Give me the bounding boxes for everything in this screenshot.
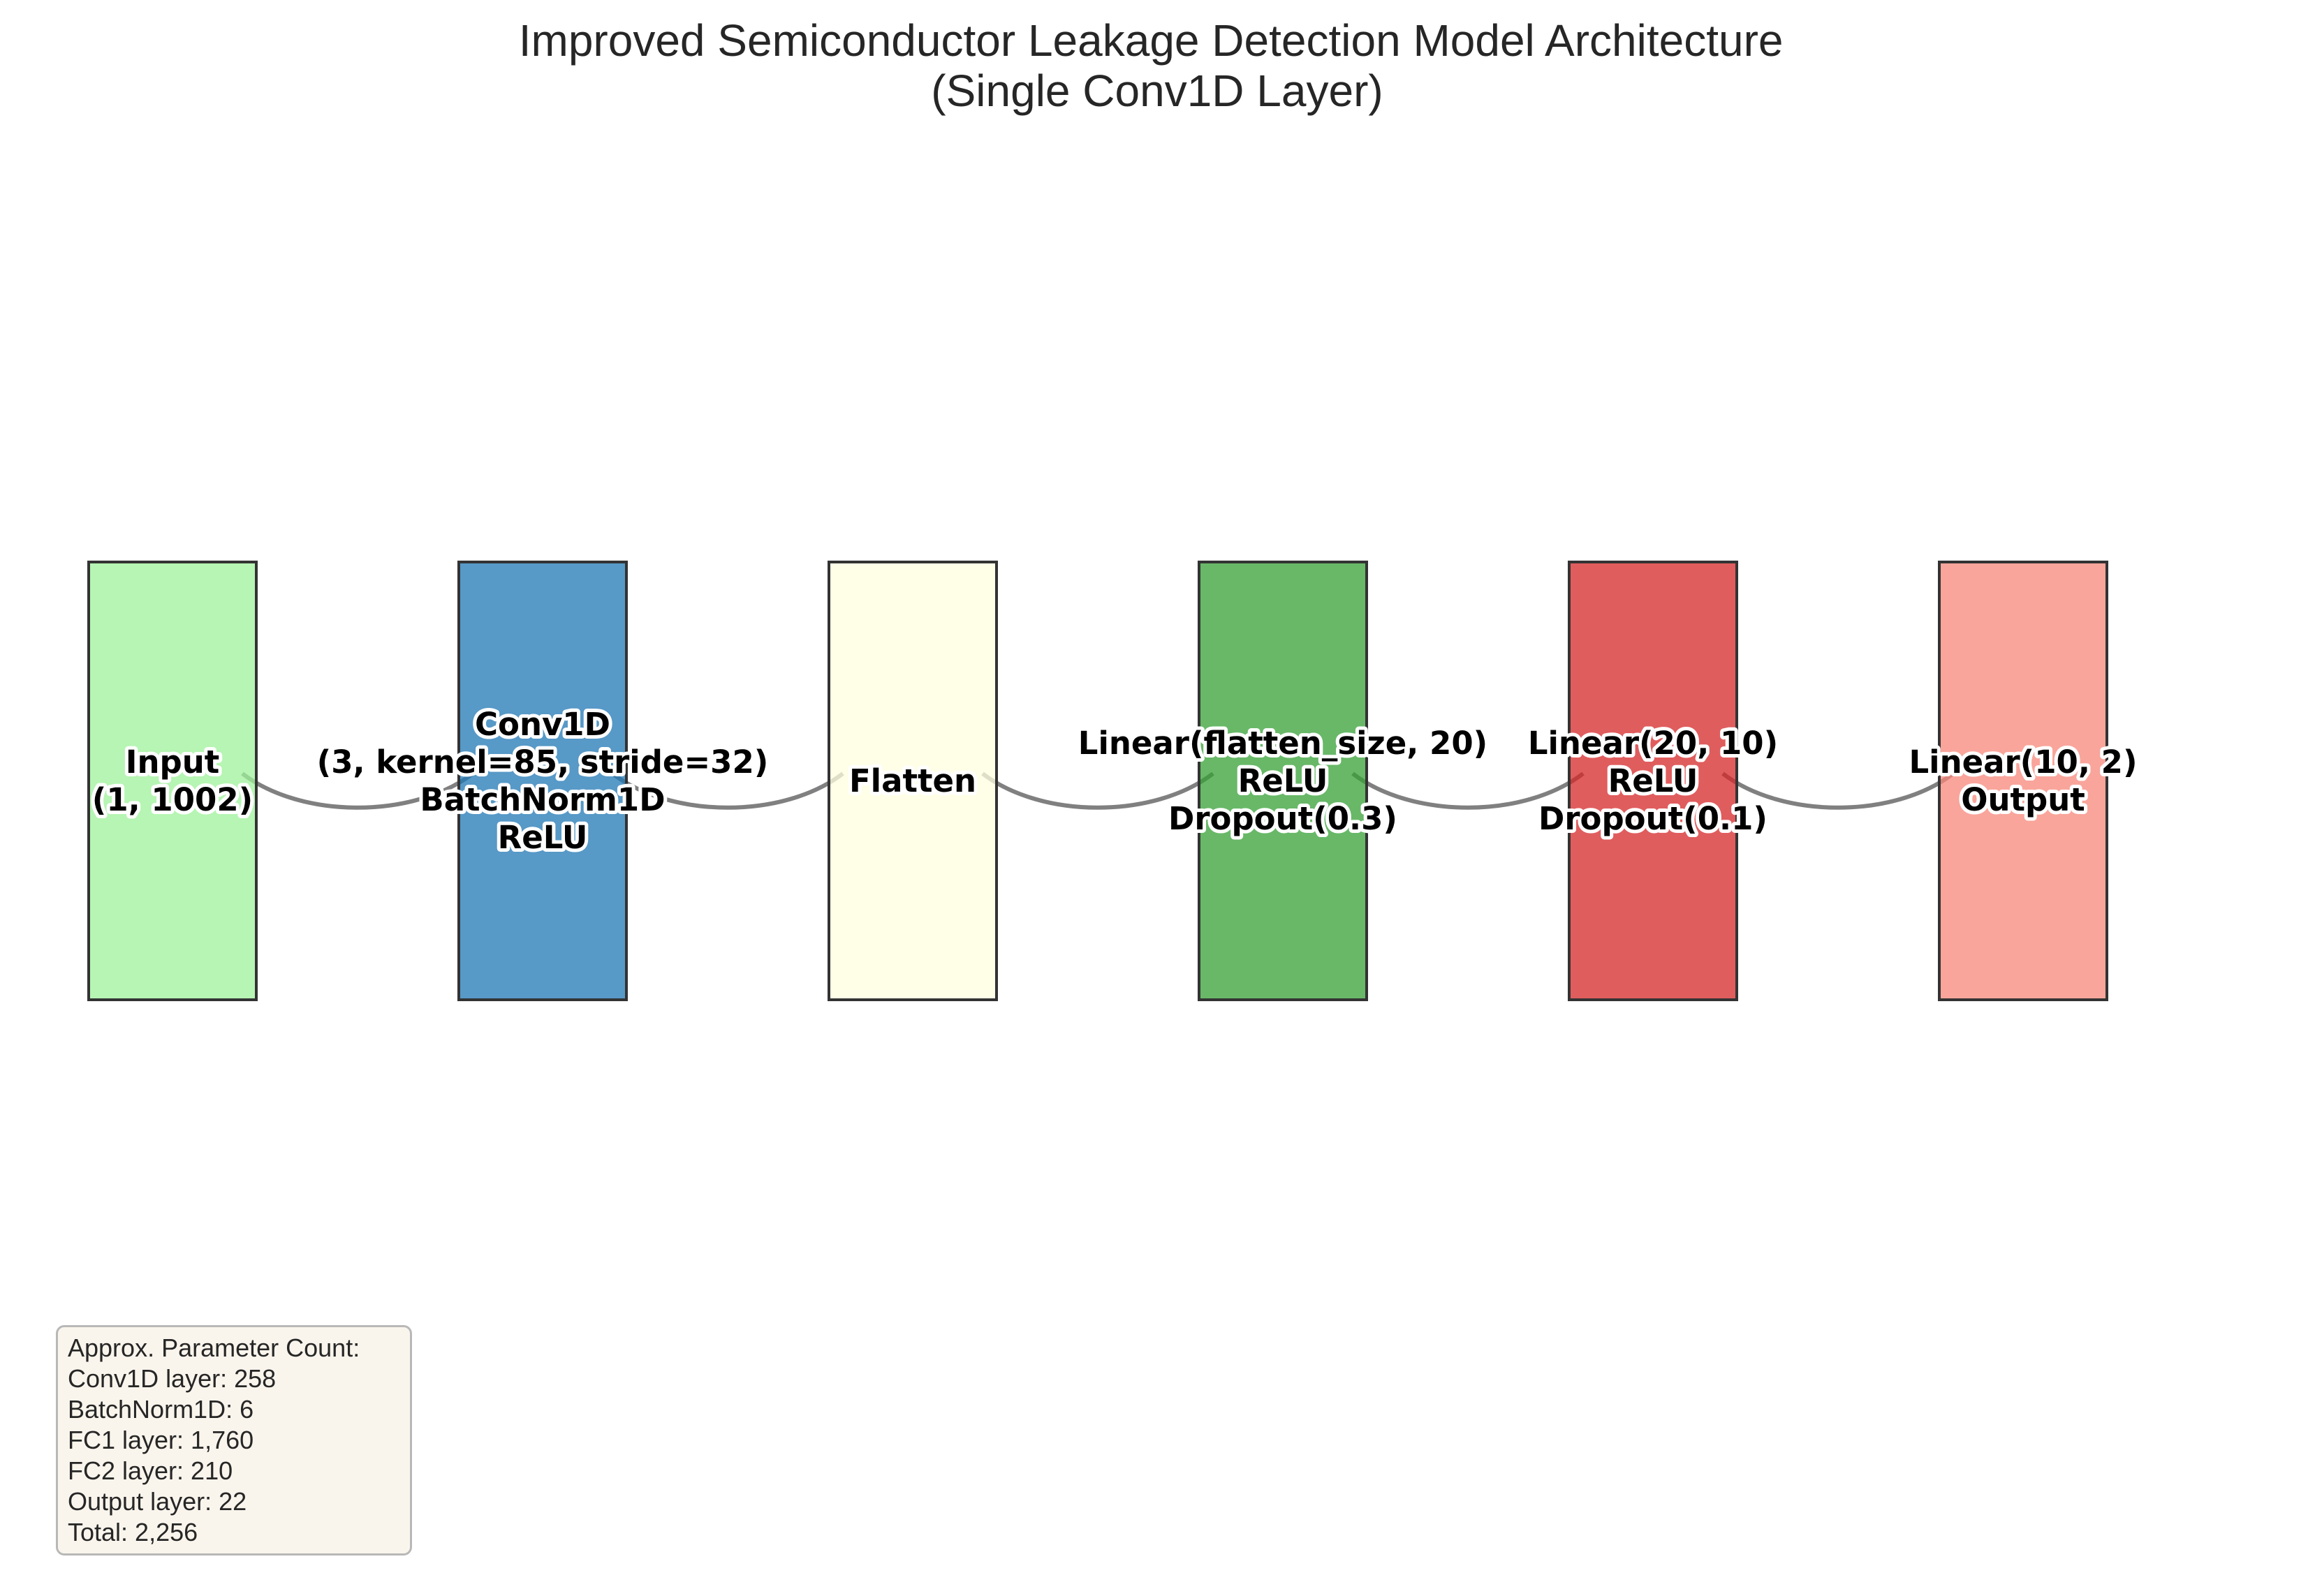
layer-box-group	[87, 561, 2108, 1001]
layer-label-conv1d-line-3: ReLU	[498, 819, 588, 856]
layer-label-output-line-1: Output	[1961, 781, 2085, 818]
layer-label-fc1-line-1: ReLU	[1238, 762, 1328, 799]
layer-label-conv1d-line-2: BatchNorm1D	[420, 781, 665, 818]
connector-input-to-conv1d	[241, 771, 474, 810]
layer-label-conv1d: Conv1D (3, kernel=85, stride=32) BatchNorm…	[317, 706, 769, 856]
param-fc1: FC1 layer: 1,760	[68, 1426, 254, 1454]
layer-label-input-line-0: Input	[126, 744, 220, 781]
param-conv1d: Conv1D layer: 258	[68, 1364, 277, 1393]
param-fc2: FC2 layer: 210	[68, 1456, 233, 1485]
layer-label-group: Input (1, 1002) Conv1D (3, kernel=85, strid…	[89, 702, 2141, 859]
layer-box-input	[87, 561, 258, 1001]
layer-label-fc1-line-2: Dropout(0.3)	[1168, 800, 1397, 837]
title-line-2: (Single Conv1D Layer)	[931, 66, 1383, 116]
layer-box-conv1d	[457, 561, 628, 1001]
diagram-title: Improved Semiconductor Leakage Detection…	[519, 15, 1796, 116]
layer-label-input-line-1: (1, 1002)	[92, 781, 253, 818]
layer-label-fc1-line-0: Linear(flatten_size, 20)	[1078, 725, 1487, 762]
connector-group	[241, 771, 1955, 810]
connector-flatten-to-fc1	[981, 771, 1214, 810]
layer-label-output-line-0: Linear(10, 2)	[1909, 744, 2137, 781]
layer-label-fc2-line-0: Linear(20, 10)	[1528, 725, 1778, 762]
connector-fc2-to-output	[1721, 771, 1955, 810]
title-line-1: Improved Semiconductor Leakage Detection…	[519, 15, 1784, 66]
layer-label-fc2: Linear(20, 10) ReLU Dropout(0.1)	[1528, 725, 1778, 837]
layer-box-flatten	[828, 561, 998, 1001]
layer-label-input: Input (1, 1002)	[92, 744, 253, 818]
layer-label-fc1: Linear(flatten_size, 20) ReLU Dropout(0.3)	[1078, 725, 1487, 837]
parameter-count-box: Approx. Parameter Count: Conv1D layer: 2…	[56, 1325, 412, 1556]
layer-box-fc1	[1198, 561, 1368, 1001]
param-heading: Approx. Parameter Count:	[68, 1333, 360, 1362]
layer-box-output	[1938, 561, 2108, 1001]
layer-box-fc2	[1568, 561, 1738, 1001]
layer-label-output: Linear(10, 2) Output	[1909, 744, 2137, 818]
layer-label-flatten: Flatten	[849, 762, 976, 799]
param-output: Output layer: 22	[68, 1487, 247, 1516]
layer-label-conv1d-line-0: Conv1D	[475, 706, 610, 743]
layer-label-conv1d-line-1: (3, kernel=85, stride=32)	[317, 744, 769, 781]
layer-label-flatten-line-0: Flatten	[849, 762, 976, 799]
connector-fc1-to-fc2	[1351, 771, 1585, 810]
param-total: Total: 2,256	[68, 1518, 198, 1546]
layer-label-fc2-line-2: Dropout(0.1)	[1538, 800, 1768, 837]
layer-label-fc2-line-1: ReLU	[1608, 762, 1698, 799]
param-batchnorm: BatchNorm1D: 6	[68, 1395, 254, 1424]
connector-conv1d-to-flatten	[611, 771, 844, 810]
